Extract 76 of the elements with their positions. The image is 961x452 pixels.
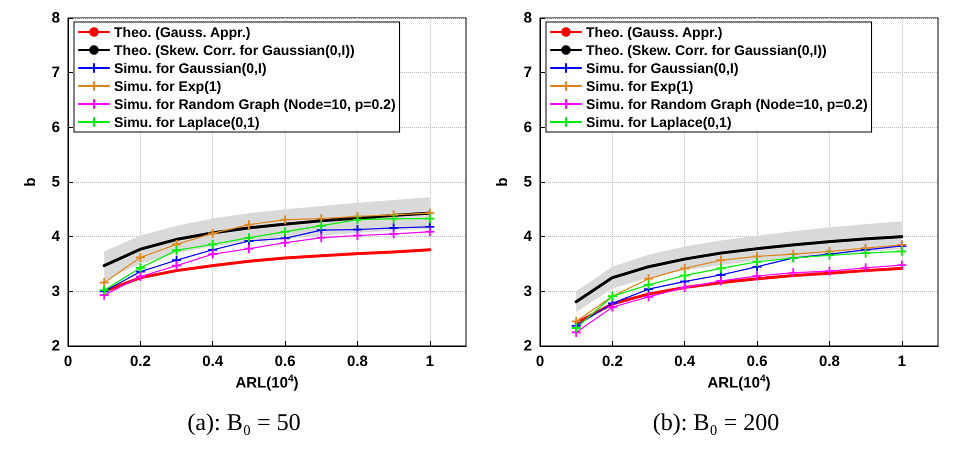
point xyxy=(752,257,762,266)
y-tick-label: 7 xyxy=(52,64,60,82)
point xyxy=(824,266,834,276)
x-tick-label: 0.6 xyxy=(746,353,768,370)
point xyxy=(716,276,726,286)
point xyxy=(208,228,218,238)
x-tick-label: 0.8 xyxy=(819,353,840,370)
legend-label: Theo. (Gauss. Appr.) xyxy=(114,24,250,40)
y-tick-label: 5 xyxy=(52,174,60,190)
point xyxy=(172,261,182,270)
point xyxy=(136,272,145,282)
point xyxy=(280,227,290,236)
point xyxy=(861,248,870,258)
legend-label: Theo. (Gauss. Appr.) xyxy=(586,24,722,40)
x-tick-label: 0.4 xyxy=(674,353,696,370)
y-tick-label: 3 xyxy=(524,282,532,300)
y-tick-label: 3 xyxy=(52,282,60,300)
x-tick-label: 0.2 xyxy=(130,353,151,370)
legend-label: Simu. for Exp(1) xyxy=(586,78,694,94)
point xyxy=(752,272,762,281)
y-tick-label: 6 xyxy=(52,118,60,136)
x-tick-label: 0.2 xyxy=(602,353,623,370)
y-tick-label: 8 xyxy=(524,10,532,26)
point xyxy=(280,238,290,248)
point xyxy=(389,214,398,224)
point xyxy=(644,280,654,290)
legend-label: Simu. for Gaussian(0,I) xyxy=(114,60,266,76)
point xyxy=(680,283,690,292)
legend-label: Simu. for Laplace(0,1) xyxy=(586,114,732,130)
point xyxy=(716,264,726,273)
legend-label: Simu. for Random Graph (Node=10, p=0.2) xyxy=(114,96,396,112)
x-tick-label: 0.6 xyxy=(274,353,296,370)
legend-label: Simu. for Gaussian(0,I) xyxy=(586,60,738,76)
point xyxy=(389,229,398,238)
x-tick-label: 0.8 xyxy=(347,353,368,370)
y-tick-label: 2 xyxy=(524,338,532,354)
text: (b): B₀ = 200 xyxy=(652,410,780,436)
point xyxy=(244,220,254,230)
legend-label: Theo. (Skew. Corr. for Gaussian(0,I)) xyxy=(114,42,355,58)
y-tick-label: 7 xyxy=(524,64,532,82)
x-tick-label: 0.4 xyxy=(202,353,224,370)
point xyxy=(352,215,362,224)
y-tick-label: 2 xyxy=(52,338,60,354)
point xyxy=(608,302,617,312)
y-tick-label: 6 xyxy=(524,118,532,136)
point xyxy=(100,278,109,288)
x-tick-label: 0 xyxy=(64,353,72,370)
point xyxy=(861,263,870,272)
point xyxy=(136,252,145,262)
y-tick-label: 4 xyxy=(52,228,61,246)
point xyxy=(280,215,290,224)
legend-label: Simu. for Laplace(0,1) xyxy=(114,114,260,130)
line-series xyxy=(574,235,904,304)
y-axis-title: b xyxy=(494,177,511,187)
point xyxy=(425,214,434,224)
point xyxy=(680,270,690,280)
point xyxy=(716,256,726,265)
x-tick-label: 1 xyxy=(426,353,434,370)
text: (a): B₀ = 50 xyxy=(187,410,301,436)
point xyxy=(352,231,362,240)
x-tick-label: 0 xyxy=(536,353,544,370)
point xyxy=(897,246,906,256)
legend-label: Simu. for Exp(1) xyxy=(114,78,222,94)
y-tick-label: 4 xyxy=(524,228,533,246)
point xyxy=(897,260,906,270)
point xyxy=(136,263,145,272)
x-tick-label: 1 xyxy=(898,353,906,370)
legend-label: Theo. (Skew. Corr. for Gaussian(0,I)) xyxy=(586,42,827,58)
legend-label: Simu. for Random Graph (Node=10, p=0.2) xyxy=(586,96,868,112)
point xyxy=(244,233,254,242)
y-tick-label: 8 xyxy=(52,10,60,26)
point xyxy=(244,244,254,254)
point xyxy=(172,246,182,255)
point xyxy=(644,292,654,302)
y-tick-label: 5 xyxy=(524,174,532,190)
y-axis-title: b xyxy=(22,177,39,187)
